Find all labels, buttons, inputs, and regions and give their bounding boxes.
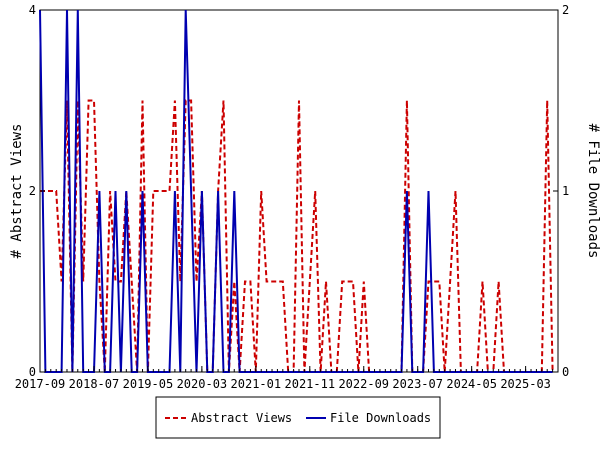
series-file-downloads-line: [39, 9, 553, 373]
legend-abstract-views-label: Abstract Views: [191, 411, 292, 425]
y2-tick-label: 1: [562, 184, 569, 198]
y-tick-label: 2: [29, 184, 36, 198]
legend-box: [155, 396, 441, 439]
x-tick-label: 2017-09: [15, 377, 66, 391]
y-tick-label: 0: [29, 365, 36, 379]
x-tick-label: 2020-03: [177, 377, 228, 391]
y2-tick-label: 2: [562, 3, 569, 17]
x-tick-label: 2021-01: [231, 377, 282, 391]
y-tick-label: 4: [29, 3, 36, 17]
labels-layer: 2017-09 2018-07 2019-05 2020-03 2021-01 2021-…: [15, 3, 570, 391]
x-tick-label: 2018-07: [69, 377, 120, 391]
x-tick-label: 2021-11: [285, 377, 336, 391]
y-axis-title: # Abstract Views: [9, 124, 25, 259]
x-tick-label: 2023-07: [392, 377, 443, 391]
y2-tick-label: 0: [562, 365, 569, 379]
y2-axis-title: # File Downloads: [585, 124, 600, 259]
x-tick-label: 2022-09: [338, 377, 389, 391]
x-tick-label: 2019-05: [123, 377, 174, 391]
x-tick-label: 2025-03: [500, 377, 551, 391]
x-tick-label: 2024-05: [446, 377, 497, 391]
ticks-layer: [39, 9, 559, 373]
legend: Abstract Views File Downloads: [155, 396, 441, 439]
series-layer: [39, 9, 554, 373]
legend-file-downloads-label: File Downloads: [330, 411, 431, 425]
